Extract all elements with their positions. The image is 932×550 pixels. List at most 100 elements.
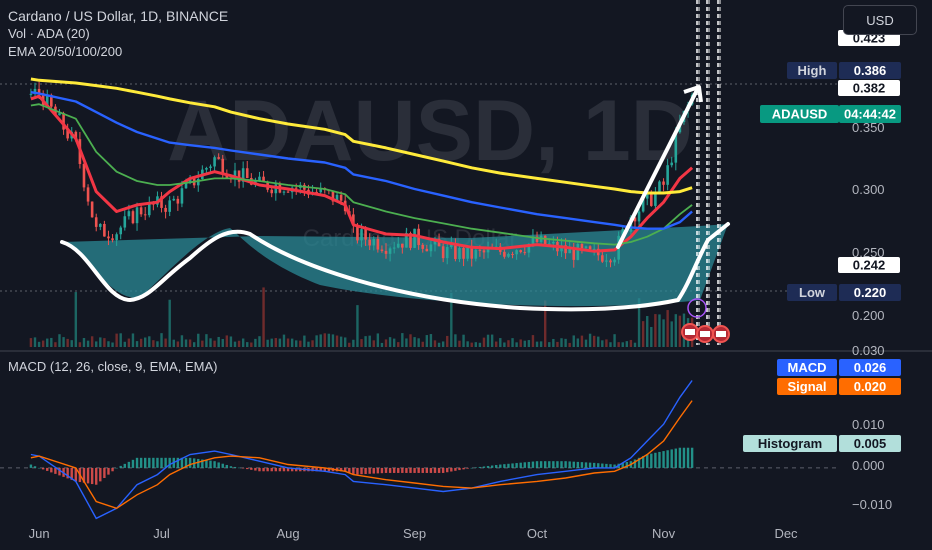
volume-bar bbox=[258, 336, 261, 347]
candle-body bbox=[588, 246, 592, 250]
volume-bar bbox=[54, 342, 57, 347]
volume-bar bbox=[168, 299, 171, 347]
histogram-bar bbox=[470, 467, 473, 469]
histogram-bar bbox=[290, 467, 294, 472]
volume-bar bbox=[295, 340, 298, 347]
candle-body bbox=[401, 243, 404, 248]
candle-body bbox=[168, 200, 171, 212]
histogram-bar bbox=[282, 467, 286, 472]
volume-bar bbox=[531, 335, 535, 347]
histogram-bar bbox=[478, 466, 482, 468]
candle-body bbox=[674, 132, 678, 163]
volume-bar bbox=[580, 335, 584, 347]
histogram-label-box bbox=[743, 435, 837, 452]
histogram-value: 0.005 bbox=[854, 436, 887, 451]
volume-bar bbox=[543, 300, 547, 347]
histogram-bar bbox=[446, 467, 449, 473]
volume-bar bbox=[46, 338, 49, 347]
macd-indicator-label[interactable]: MACD (12, 26, close, 9, EMA, EMA) bbox=[8, 359, 218, 374]
histogram-bar bbox=[392, 467, 396, 473]
histogram-bar bbox=[262, 467, 265, 472]
volume-bar bbox=[674, 314, 677, 347]
volume-bar bbox=[197, 333, 200, 347]
candle-body bbox=[613, 259, 616, 263]
volume-bar bbox=[592, 335, 596, 347]
histogram-bar bbox=[597, 463, 600, 468]
volume-bar bbox=[507, 340, 510, 347]
volume-bar bbox=[523, 340, 526, 347]
volume-bar bbox=[478, 342, 482, 347]
currency-button[interactable]: USD bbox=[843, 5, 917, 35]
histogram-bar bbox=[486, 465, 490, 468]
volume-bar bbox=[282, 334, 286, 347]
histogram-bar bbox=[70, 467, 73, 480]
volume-bar bbox=[90, 336, 94, 347]
chart-title[interactable]: Cardano / US Dollar, 1D, BINANCE bbox=[8, 8, 229, 24]
candle-body bbox=[274, 184, 278, 194]
candle-body bbox=[356, 225, 359, 241]
volume-bar bbox=[119, 333, 122, 347]
histogram-bar bbox=[531, 461, 535, 468]
histogram-bar bbox=[237, 467, 241, 469]
volume-bar bbox=[495, 341, 498, 347]
candle-body bbox=[662, 181, 665, 185]
histogram-bar bbox=[46, 467, 49, 471]
histogram-bar bbox=[180, 457, 184, 468]
volume-bar bbox=[458, 340, 461, 347]
volume-bar bbox=[307, 341, 310, 347]
histogram-bar bbox=[592, 462, 596, 468]
volume-bar bbox=[82, 338, 86, 347]
candle-body bbox=[645, 193, 649, 199]
volume-bar bbox=[474, 342, 478, 347]
volume-bar bbox=[335, 335, 339, 347]
volume-indicator-label[interactable]: Vol · ADA (20) bbox=[8, 26, 90, 41]
candle-body bbox=[580, 243, 584, 249]
histogram-bar bbox=[209, 460, 212, 468]
volume-bar bbox=[601, 340, 604, 347]
candle-body bbox=[50, 94, 53, 107]
histogram-bar bbox=[66, 467, 69, 479]
histogram-bar bbox=[666, 450, 669, 468]
volume-bar bbox=[290, 338, 294, 347]
histogram-bar bbox=[576, 461, 580, 468]
histogram-bar bbox=[490, 465, 494, 468]
histogram-bar bbox=[197, 458, 200, 468]
histogram-bar bbox=[433, 467, 437, 473]
candle-body bbox=[482, 250, 486, 253]
histogram-bar bbox=[413, 467, 416, 473]
histogram-bar bbox=[609, 464, 612, 468]
histogram-bar bbox=[115, 467, 118, 469]
volume-bar bbox=[515, 342, 518, 347]
volume-bar bbox=[450, 292, 453, 347]
histogram-bar bbox=[315, 467, 318, 472]
volume-bar bbox=[650, 326, 653, 347]
histogram-bar bbox=[54, 467, 57, 474]
candle-body bbox=[658, 181, 661, 193]
candle-body bbox=[209, 166, 212, 169]
histogram-bar bbox=[572, 461, 575, 468]
volume-bar bbox=[633, 342, 637, 347]
volume-bar bbox=[78, 342, 82, 347]
price-tick-label: 0.300 bbox=[852, 182, 885, 197]
histogram-bar bbox=[176, 457, 180, 468]
volume-bar bbox=[441, 341, 445, 347]
candle-body bbox=[486, 248, 490, 253]
histogram-bar bbox=[560, 461, 563, 468]
candle-body bbox=[531, 236, 535, 244]
macd-tick-label: 0.010 bbox=[852, 417, 885, 432]
volume-bar bbox=[233, 341, 237, 347]
volume-bar bbox=[266, 339, 269, 347]
macd-line bbox=[30, 380, 693, 520]
candle-body bbox=[384, 250, 388, 254]
ema-indicator-label[interactable]: EMA 20/50/100/200 bbox=[8, 44, 123, 59]
candle-body bbox=[282, 191, 286, 193]
candle-body bbox=[576, 243, 580, 260]
volume-bar bbox=[625, 341, 629, 347]
candle-body bbox=[82, 164, 86, 188]
candle-body bbox=[621, 229, 625, 236]
volume-bar bbox=[95, 341, 98, 347]
candle-body bbox=[94, 217, 98, 227]
volume-bar bbox=[352, 339, 355, 347]
